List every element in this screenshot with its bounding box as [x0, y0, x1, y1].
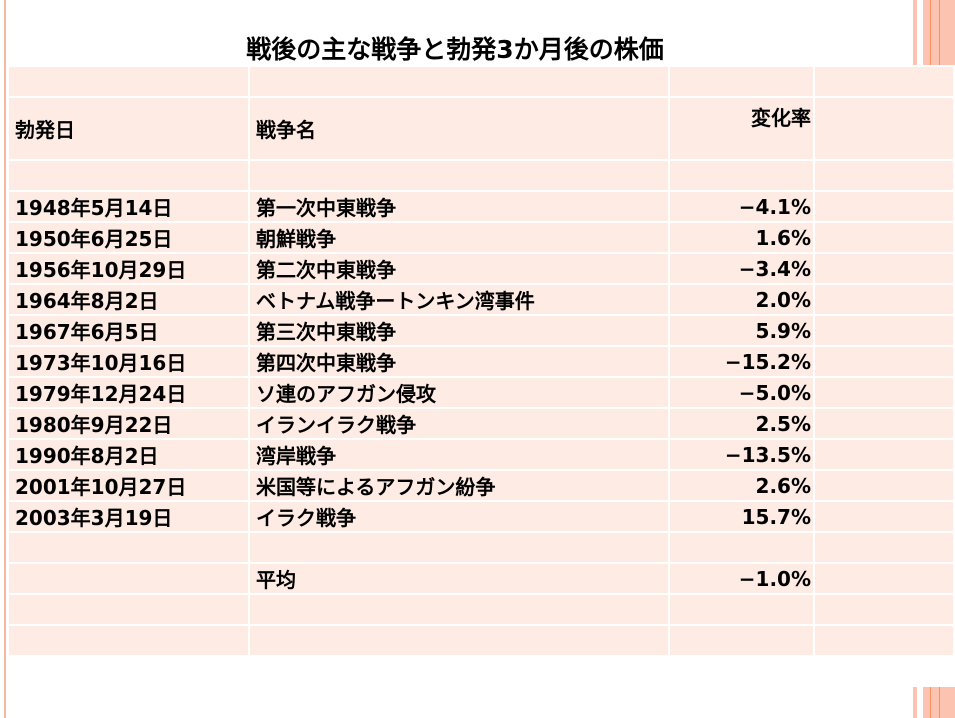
table-row: 2001年10月27日 米国等によるアフガン紛争 2.6%: [7, 469, 955, 502]
change-cell: 2.5%: [668, 407, 815, 440]
table-row: 1980年9月22日 イランイラク戦争 2.5%: [7, 407, 955, 440]
change-cell: −13.5%: [668, 438, 815, 471]
bottom-right-stripe-decoration: [913, 687, 955, 718]
table-row: 1979年12月24日 ソ連のアフガン侵攻 −5.0%: [7, 376, 955, 409]
empty-row: [7, 531, 955, 564]
left-border-decoration: [4, 0, 6, 718]
table-row: 1948年5月14日 第一次中東戦争 −4.1%: [7, 190, 955, 223]
top-right-stripe-decoration: [913, 0, 955, 65]
header-row: 勃発日 戦争名 変化率: [7, 96, 955, 161]
change-cell: 1.6%: [668, 221, 815, 254]
war-name-cell: ベトナム戦争ートンキン湾事件: [248, 283, 670, 316]
table-row: 1967年6月5日 第三次中東戦争 5.9%: [7, 314, 955, 347]
date-cell: 1979年12月24日: [7, 376, 250, 409]
table-row: 1990年8月2日 湾岸戦争 −13.5%: [7, 438, 955, 471]
war-name-cell: 第二次中東戦争: [248, 252, 670, 285]
change-cell: −3.4%: [668, 252, 815, 285]
date-cell: 1990年8月2日: [7, 438, 250, 471]
date-cell: 1973年10月16日: [7, 345, 250, 378]
war-stock-table: 勃発日 戦争名 変化率 1948年5月14日 第一次中東戦争 −4.1% 1950年6…: [7, 65, 955, 657]
date-cell: 1967年6月5日: [7, 314, 250, 347]
average-value: −1.0%: [668, 562, 815, 595]
war-name-cell: 湾岸戦争: [248, 438, 670, 471]
average-row: 平均 −1.0%: [7, 562, 955, 595]
average-label: 平均: [248, 562, 670, 595]
change-cell: −15.2%: [668, 345, 815, 378]
war-name-cell: 第三次中東戦争: [248, 314, 670, 347]
table-row: 2003年3月19日 イラク戦争 15.7%: [7, 500, 955, 533]
date-cell: 1964年8月2日: [7, 283, 250, 316]
war-name-cell: 第一次中東戦争: [248, 190, 670, 223]
date-cell: 2001年10月27日: [7, 469, 250, 502]
header-war: 戦争名: [248, 96, 670, 161]
war-name-cell: イラク戦争: [248, 500, 670, 533]
date-cell: 1948年5月14日: [7, 190, 250, 223]
change-cell: −4.1%: [668, 190, 815, 223]
change-cell: 2.6%: [668, 469, 815, 502]
change-cell: 5.9%: [668, 314, 815, 347]
empty-row: [7, 624, 955, 657]
war-name-cell: ソ連のアフガン侵攻: [248, 376, 670, 409]
change-cell: 2.0%: [668, 283, 815, 316]
table-row: 1973年10月16日 第四次中東戦争 −15.2%: [7, 345, 955, 378]
slide-title: 戦後の主な戦争と勃発3か月後の株価: [246, 35, 664, 64]
change-cell: −5.0%: [668, 376, 815, 409]
table-row: 1956年10月29日 第二次中東戦争 −3.4%: [7, 252, 955, 285]
empty-row: [7, 593, 955, 626]
date-cell: 1980年9月22日: [7, 407, 250, 440]
war-name-cell: 第四次中東戦争: [248, 345, 670, 378]
war-name-cell: イランイラク戦争: [248, 407, 670, 440]
change-cell: 15.7%: [668, 500, 815, 533]
table-row: 1964年8月2日 ベトナム戦争ートンキン湾事件 2.0%: [7, 283, 955, 316]
war-name-cell: 朝鮮戦争: [248, 221, 670, 254]
war-name-cell: 米国等によるアフガン紛争: [248, 469, 670, 502]
date-cell: 1956年10月29日: [7, 252, 250, 285]
date-cell: 1950年6月25日: [7, 221, 250, 254]
header-date: 勃発日: [7, 96, 250, 161]
header-change: 変化率: [668, 96, 815, 161]
date-cell: 2003年3月19日: [7, 500, 250, 533]
table-row: 1950年6月25日 朝鮮戦争 1.6%: [7, 221, 955, 254]
